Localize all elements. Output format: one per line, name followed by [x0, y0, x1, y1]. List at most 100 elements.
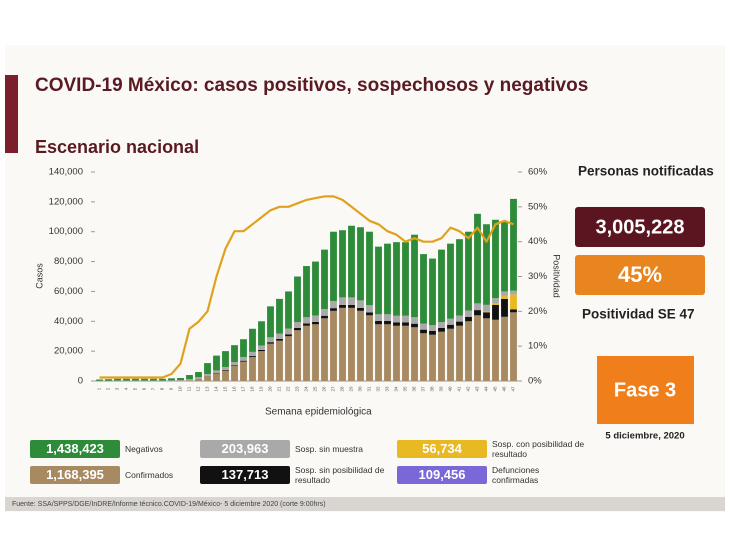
bar-segment	[492, 304, 499, 320]
bar-segment	[510, 290, 517, 295]
bar-segment	[492, 298, 499, 304]
bar-segment	[366, 312, 373, 316]
bar-segment	[276, 333, 283, 339]
bar-segment	[402, 242, 409, 316]
x-tick-label: 3	[115, 387, 120, 390]
bar-segment	[222, 370, 229, 381]
bar-segment	[456, 315, 463, 322]
x-tick-label: 10	[178, 386, 183, 392]
bar-segment	[222, 351, 229, 367]
bar-segment	[294, 330, 301, 381]
bar-segment	[402, 315, 409, 323]
y2-tick-label: 10%	[528, 341, 548, 352]
x-tick-label: 1	[97, 387, 102, 390]
bar-segment	[348, 297, 355, 305]
x-tick-label: 37	[421, 386, 426, 392]
notified-label: Personas notificadas	[578, 164, 714, 179]
bar-segment	[204, 373, 211, 377]
x-tick-label: 24	[304, 386, 309, 392]
bar-segment	[312, 315, 319, 322]
subtitle: Escenario nacional	[35, 137, 199, 157]
x-tick-label: 25	[313, 386, 318, 392]
bar-segment	[339, 297, 346, 305]
bar-segment	[339, 230, 346, 298]
date: 5 diciembre, 2020	[605, 431, 684, 442]
bar-segment	[303, 317, 310, 324]
bar-segment	[285, 328, 292, 335]
bar-segment	[132, 378, 139, 381]
x-axis-label: Semana epidemiológica	[265, 407, 372, 418]
bar-segment	[150, 378, 157, 381]
bar-segment	[168, 380, 175, 381]
x-tick-label: 18	[250, 386, 255, 392]
bar-segment	[438, 327, 445, 332]
x-tick-label: 42	[466, 386, 471, 392]
bar-segment	[222, 369, 229, 371]
bar-segment	[420, 329, 427, 334]
legend-total: 137,713	[200, 466, 290, 484]
bar-segment	[465, 310, 472, 317]
bar-segment	[393, 242, 400, 316]
x-tick-label: 4	[124, 387, 129, 390]
bar-segment	[501, 291, 508, 296]
y-tick-label: 100,000	[49, 226, 83, 237]
x-tick-label: 45	[493, 386, 498, 392]
bar-segment	[384, 324, 391, 381]
bar-segment	[330, 300, 337, 309]
bar-segment	[186, 379, 193, 381]
x-tick-label: 35	[403, 386, 408, 392]
x-tick-label: 31	[367, 386, 372, 392]
bar-segment	[447, 243, 454, 319]
bar-segment	[285, 336, 292, 381]
bar-segment	[357, 300, 364, 308]
x-tick-label: 29	[349, 386, 354, 392]
x-tick-label: 46	[502, 386, 507, 392]
bar-segment	[501, 221, 508, 292]
y2-tick-label: 50%	[528, 201, 548, 212]
bar-segment	[501, 295, 508, 299]
bar-segment	[438, 331, 445, 381]
y2-tick-label: 60%	[528, 167, 548, 178]
x-tick-label: 26	[322, 386, 327, 392]
bar-segment	[384, 243, 391, 315]
bar-segment	[375, 314, 382, 321]
bar-segment	[168, 378, 175, 381]
bar-segment	[96, 379, 103, 381]
positivity-box	[575, 255, 705, 295]
y-tick-label: 140,000	[49, 167, 83, 178]
bar-segment	[330, 310, 337, 381]
accent-bar	[5, 75, 18, 153]
bar-segment	[258, 349, 265, 352]
bar-segment	[195, 372, 202, 378]
legend-label: Sosp. con posibilidad de resultado	[492, 439, 585, 459]
x-tick-label: 14	[214, 386, 219, 392]
bar-segment	[141, 378, 148, 381]
x-tick-label: 22	[286, 386, 291, 392]
x-tick-label: 13	[205, 386, 210, 392]
bar-segment	[330, 308, 337, 311]
bar-segment	[267, 306, 274, 338]
legend-total: 203,963	[200, 440, 290, 458]
bar-segment	[402, 325, 409, 381]
bar-segment	[366, 231, 373, 306]
bar-segment	[276, 338, 283, 341]
footer-bar	[5, 497, 725, 511]
positivity-value: 45%	[618, 262, 662, 287]
bar-segment	[348, 304, 355, 308]
bar-segment	[321, 249, 328, 310]
y-tick-label: 0	[78, 376, 83, 387]
x-tick-label: 30	[358, 386, 363, 392]
bar-segment	[240, 339, 247, 357]
x-tick-label: 6	[142, 387, 147, 390]
bar-segment	[483, 318, 490, 381]
bar-segment	[348, 307, 355, 381]
bar-segment	[258, 345, 265, 350]
bar-segment	[240, 361, 247, 381]
bar-segment	[429, 330, 436, 335]
x-tick-label: 23	[295, 386, 300, 392]
bar-segment	[474, 303, 481, 311]
bar-segment	[483, 311, 490, 313]
bar-segment	[285, 334, 292, 337]
bar-segment	[357, 310, 364, 381]
legend-label: Confirmados	[125, 470, 174, 480]
